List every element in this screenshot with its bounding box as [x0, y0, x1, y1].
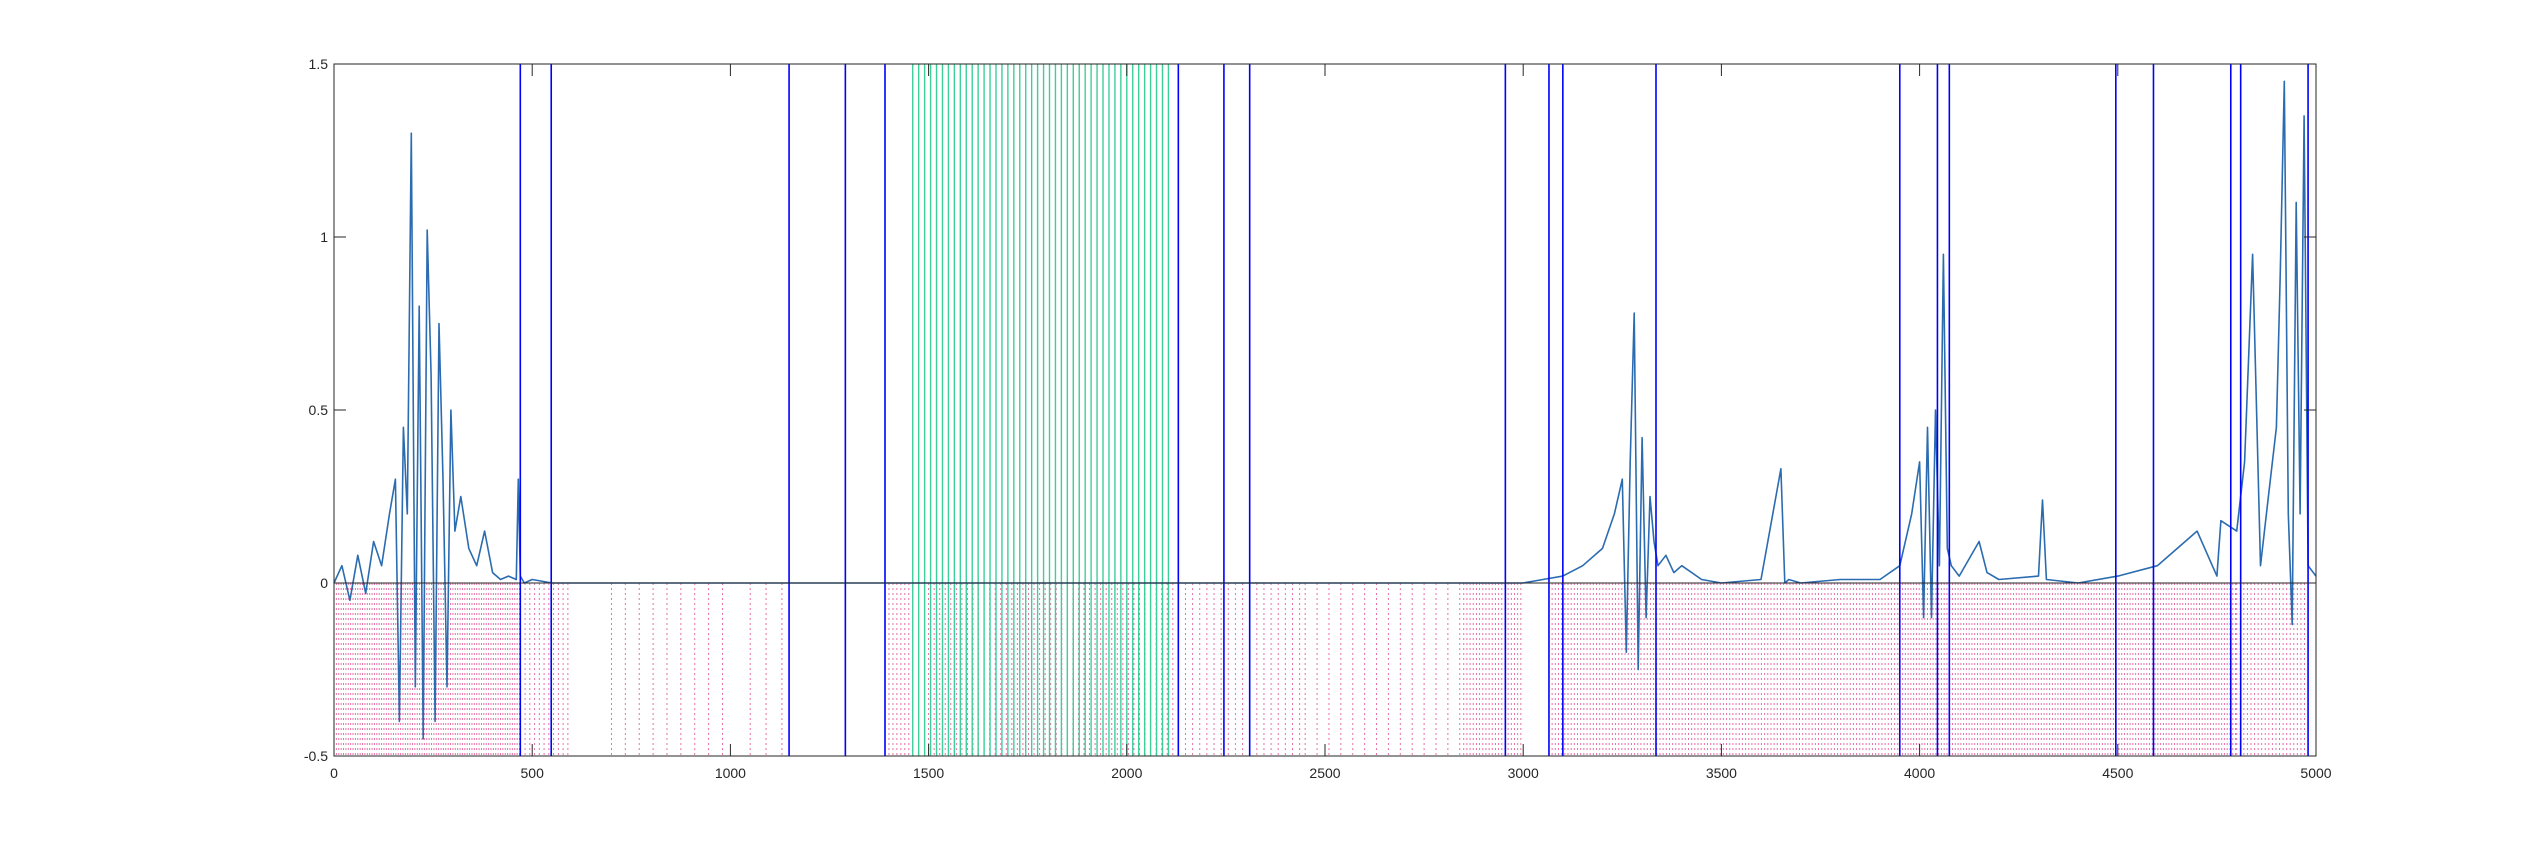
tick-marks: [333, 63, 2317, 757]
x-tick-label: 2500: [1309, 765, 1340, 781]
green-event-lines: [912, 64, 1170, 756]
plot-area-frame: [333, 63, 2317, 757]
x-tick-label: 3000: [1508, 765, 1539, 781]
y-tick-label: 1: [320, 229, 328, 245]
x-tick-label: 2000: [1111, 765, 1142, 781]
signal-series: [333, 80, 2317, 740]
blue-event-lines: [519, 64, 2309, 756]
x-tick-label: 4000: [1904, 765, 1935, 781]
magenta-marker-lines: [333, 583, 2306, 756]
y-tick-label: 0: [320, 575, 328, 591]
x-tick-label: 500: [521, 765, 545, 781]
y-tick-label: -0.5: [304, 748, 328, 764]
x-tick-label: 1000: [715, 765, 746, 781]
y-tick-label: 0.5: [309, 402, 329, 418]
axes: [333, 63, 2317, 757]
x-tick-label: 1500: [913, 765, 944, 781]
signal-series-line: [333, 80, 2317, 740]
x-tick-label: 5000: [2300, 765, 2331, 781]
x-tick-label: 3500: [1706, 765, 1737, 781]
x-tick-label: 4500: [2102, 765, 2133, 781]
tick-labels: 0 500 1000 1500 2000 2500 3000 3500 4000 4500 5000…: [304, 56, 2332, 781]
x-tick-label: 0: [330, 765, 338, 781]
y-tick-label: 1.5: [309, 56, 329, 72]
